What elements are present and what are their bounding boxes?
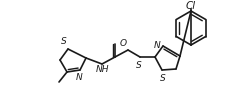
Text: N: N — [76, 73, 82, 82]
Text: S: S — [160, 74, 166, 83]
Text: NH: NH — [96, 65, 110, 74]
Text: N: N — [154, 41, 161, 51]
Text: Cl: Cl — [186, 1, 196, 11]
Text: O: O — [120, 38, 127, 48]
Text: S: S — [61, 37, 67, 46]
Text: S: S — [136, 61, 142, 70]
